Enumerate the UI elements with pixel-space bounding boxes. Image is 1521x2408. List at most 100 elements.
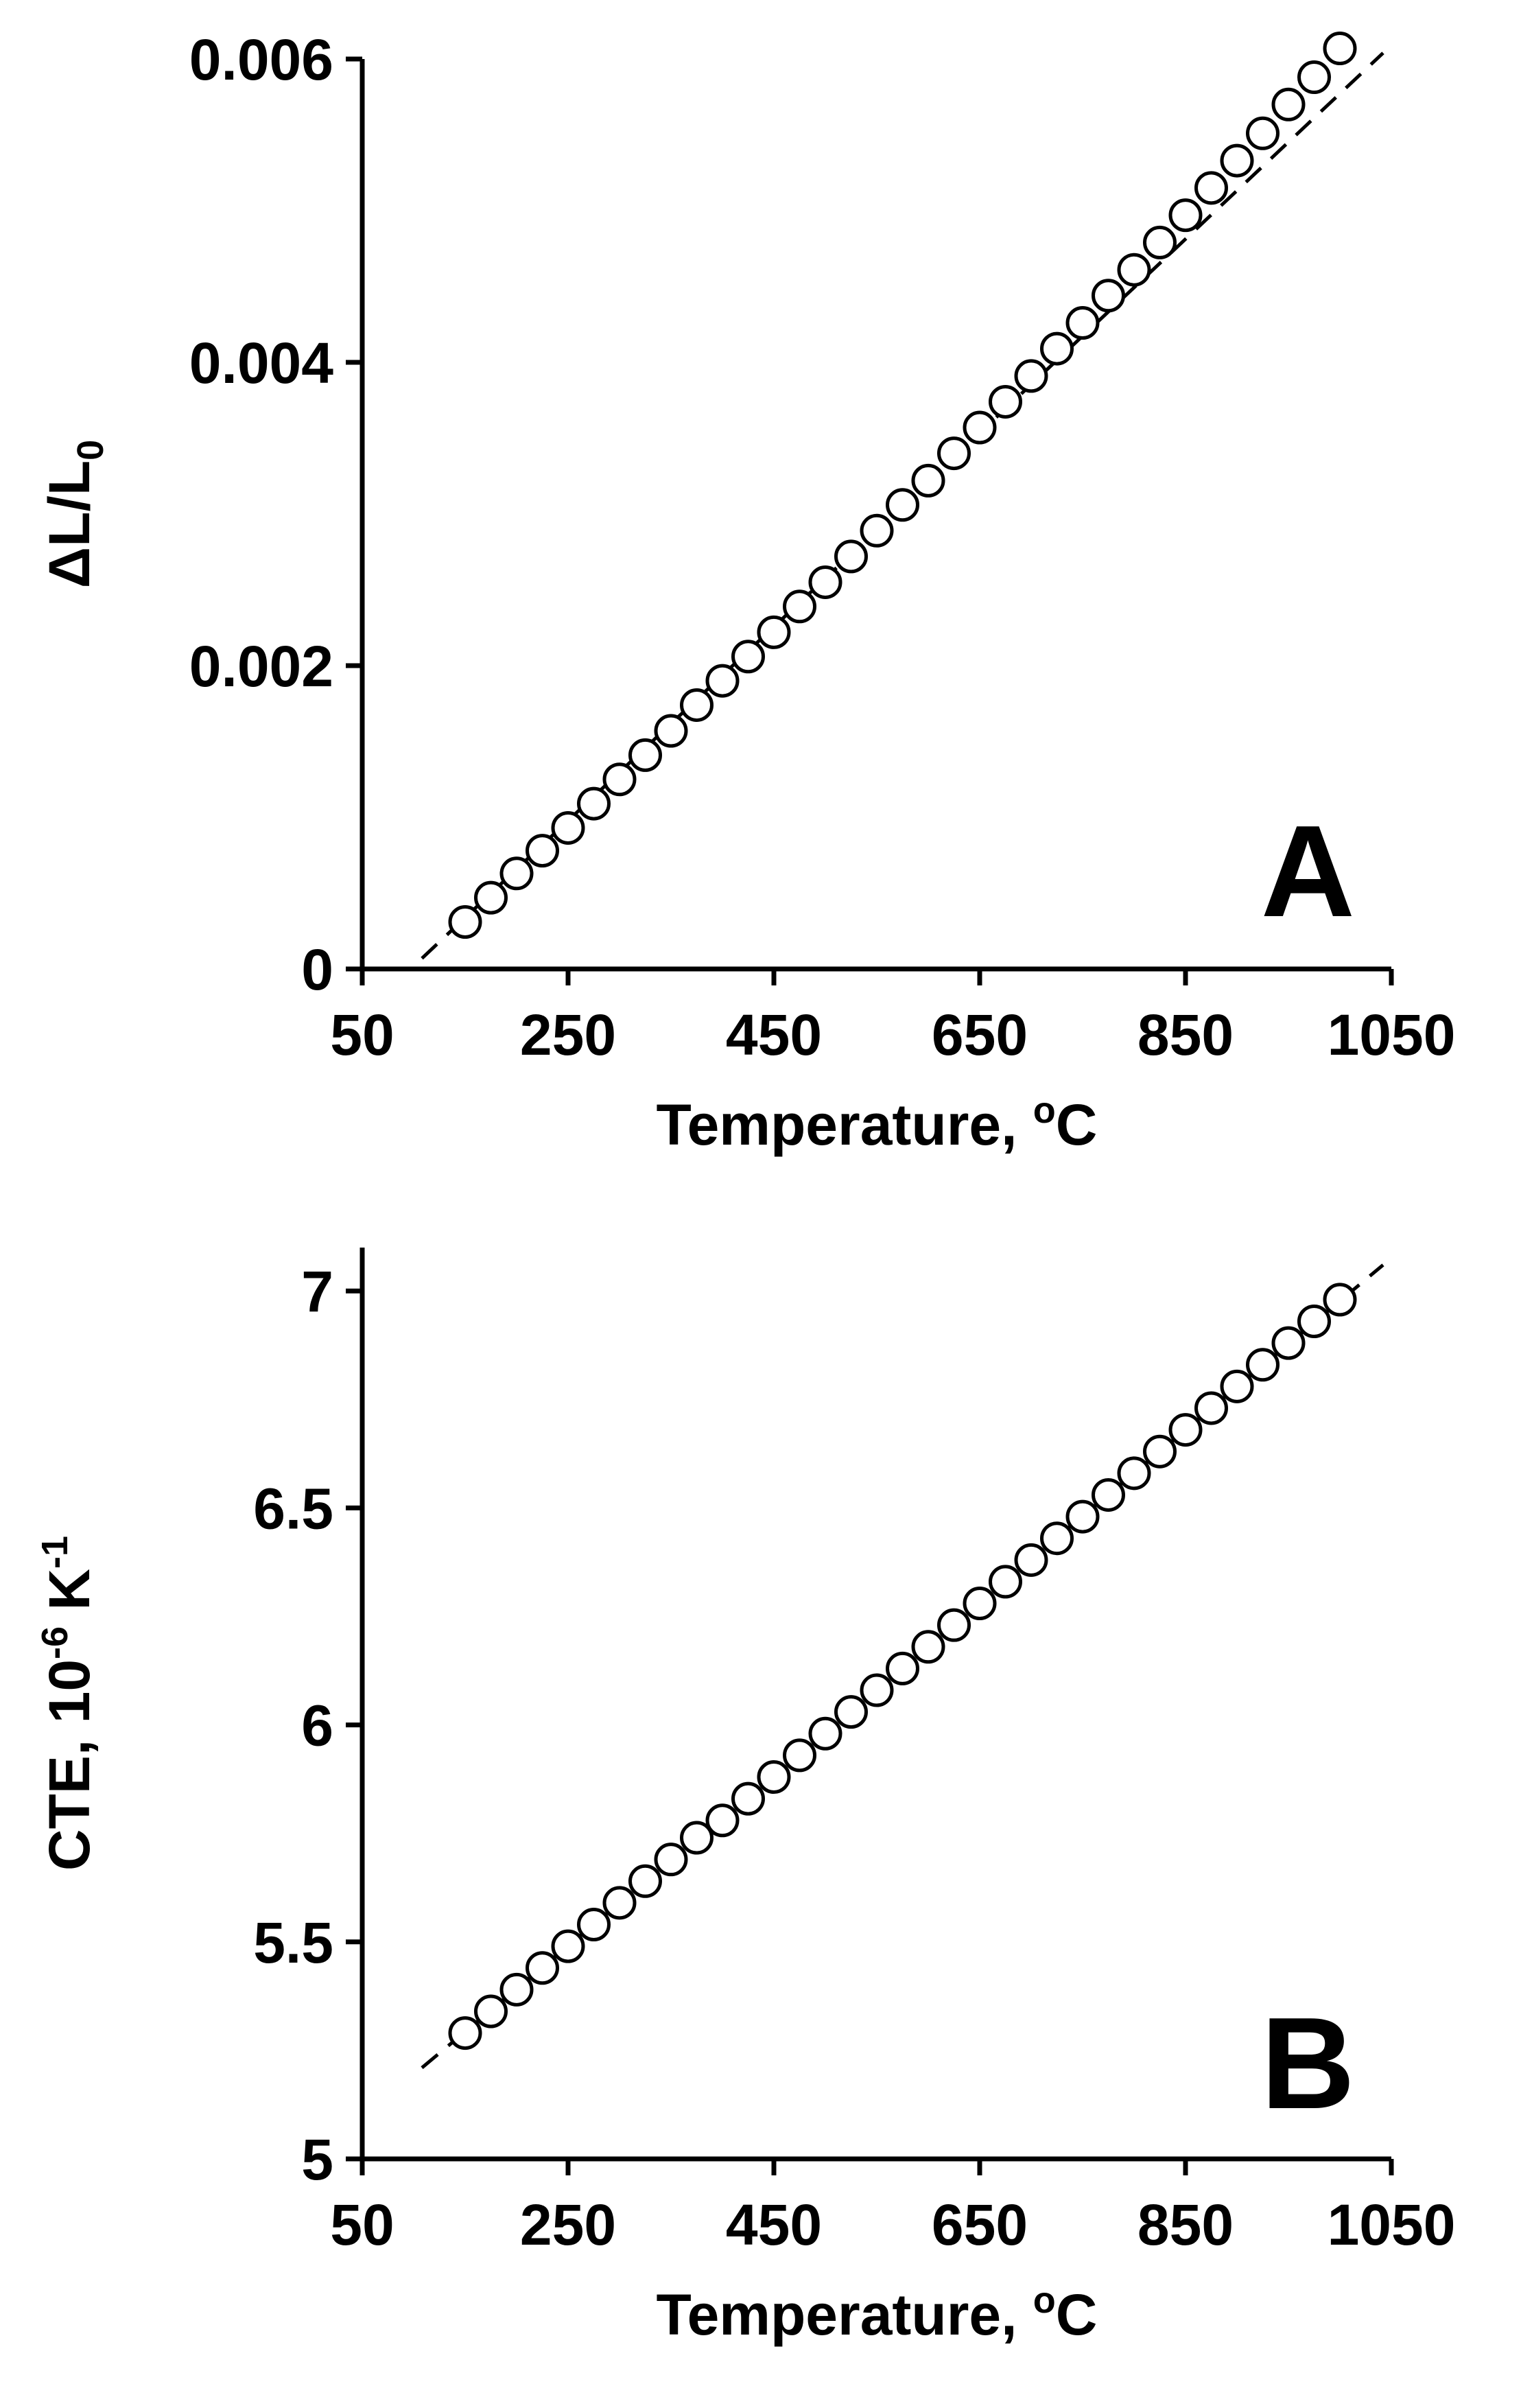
- data-point: [963, 410, 997, 445]
- data-point: [1092, 279, 1125, 313]
- data-point: [1040, 331, 1074, 366]
- data-point: [1220, 1369, 1254, 1403]
- y-axis-title-main: CTE, 10: [37, 1659, 102, 1871]
- data-point: [551, 810, 585, 845]
- data-point: [448, 2016, 482, 2050]
- data-point: [731, 640, 765, 674]
- x-axis-title-end: C: [1056, 2282, 1098, 2347]
- data-point: [757, 1760, 791, 1795]
- data-point: [1092, 1477, 1125, 1512]
- data-point: [1194, 1391, 1228, 1425]
- data-point: [1297, 1305, 1331, 1339]
- data-point: [834, 1695, 868, 1729]
- data-point: [911, 463, 945, 498]
- data-point: [1143, 225, 1177, 259]
- data-point: [783, 1738, 816, 1773]
- y-axis-title-main: ΔL/L: [37, 460, 102, 588]
- x-tick-label: 250: [520, 2193, 616, 2257]
- y-tick-label: 0.002: [189, 634, 333, 699]
- data-point: [628, 1864, 662, 1898]
- y-axis-title-mid: K: [37, 1569, 102, 1626]
- data-point: [1246, 116, 1280, 150]
- data-point: [499, 856, 534, 891]
- x-tick-label: 50: [330, 1003, 394, 1067]
- data-point: [577, 1908, 611, 1942]
- x-axis-title-main: Temperature,: [657, 2282, 1033, 2347]
- data-point: [1194, 171, 1228, 205]
- y-axis-title-subscript: 0: [70, 440, 111, 460]
- data-point: [1168, 1413, 1203, 1447]
- data-point: [705, 664, 740, 698]
- data-point: [499, 1972, 534, 2007]
- data-point: [937, 1608, 971, 1642]
- x-tick-label: 50: [330, 2193, 394, 2257]
- data-point: [654, 1843, 688, 1877]
- y-tick-label: 0: [301, 937, 333, 1002]
- y-axis-title-superscript-2: -1: [34, 1536, 75, 1569]
- panel-a: 0 0.002 0.004 0.006 50 250 450 650 850 1050 Temper…: [37, 27, 1455, 1157]
- data-point: [628, 738, 662, 772]
- x-axis-title-main: Temperature,: [657, 1092, 1033, 1157]
- x-axis-title-superscript: o: [1033, 1090, 1056, 1131]
- data-point: [886, 1651, 919, 1685]
- data-point: [1271, 1326, 1306, 1360]
- data-point: [602, 762, 637, 797]
- x-tick-label: 650: [932, 1003, 1028, 1067]
- data-point: [1297, 60, 1331, 95]
- data-point: [1246, 1348, 1280, 1382]
- data-point: [1323, 1283, 1357, 1317]
- y-axis-title: ΔL/L0: [37, 440, 111, 588]
- x-tick-label: 850: [1137, 2193, 1234, 2257]
- data-point: [860, 1673, 894, 1707]
- x-tick-label: 850: [1137, 1003, 1234, 1067]
- x-tick-label: 1050: [1328, 1003, 1456, 1067]
- data-point: [757, 615, 791, 649]
- panel-b: 5 5.5 6 6.5 7 50 250 450 650 850 1050 Temperature, …: [34, 1248, 1455, 2347]
- data-point: [1014, 1543, 1048, 1577]
- data-point: [551, 1929, 585, 1963]
- x-tick-label: 1050: [1328, 2193, 1456, 2257]
- data-point: [808, 1716, 842, 1751]
- data-point: [448, 904, 482, 939]
- data-point: [808, 565, 842, 599]
- data-point: [989, 384, 1022, 419]
- data-point: [911, 1630, 945, 1664]
- x-axis-title: Temperature, oC: [657, 1090, 1098, 1157]
- data-point: [602, 1886, 637, 1920]
- data-point: [1117, 1456, 1151, 1491]
- data-point: [1065, 1499, 1100, 1534]
- data-point: [1040, 1521, 1074, 1556]
- data-point: [680, 1821, 714, 1855]
- y-tick-label: 6.5: [253, 1476, 333, 1541]
- y-axis-title: CTE, 10-6 K-1: [34, 1536, 102, 1871]
- x-tick-label: 250: [520, 1003, 616, 1067]
- x-axis-title: Temperature, oC: [657, 2280, 1098, 2347]
- data-point: [1323, 32, 1357, 66]
- data-point: [834, 539, 868, 574]
- data-point: [705, 1803, 740, 1838]
- data-point: [989, 1565, 1022, 1599]
- x-tick-label: 650: [932, 2193, 1028, 2257]
- data-point: [937, 436, 971, 471]
- data-point: [654, 714, 688, 748]
- data-point: [1143, 1434, 1177, 1469]
- y-tick-label: 5: [301, 2127, 333, 2192]
- y-tick-label: 5.5: [253, 1910, 333, 1975]
- x-axis-title-end: C: [1056, 1092, 1098, 1157]
- data-point: [1065, 306, 1100, 340]
- y-tick-label: 6: [301, 1694, 333, 1758]
- y-tick-label: 0.006: [189, 27, 333, 92]
- x-axis-title-superscript: o: [1033, 2280, 1056, 2321]
- data-point: [526, 834, 559, 868]
- x-tick-label: 450: [726, 1003, 822, 1067]
- y-tick-label: 0.004: [189, 331, 333, 395]
- y-tick-label: 7: [301, 1259, 333, 1324]
- data-point: [680, 688, 714, 722]
- data-point: [526, 1951, 559, 1985]
- data-point: [1271, 87, 1306, 121]
- data-point: [474, 1994, 508, 2029]
- data-point: [1117, 253, 1151, 287]
- data-point: [963, 1587, 997, 1621]
- x-tick-label: 450: [726, 2193, 822, 2257]
- data-point: [1220, 143, 1254, 178]
